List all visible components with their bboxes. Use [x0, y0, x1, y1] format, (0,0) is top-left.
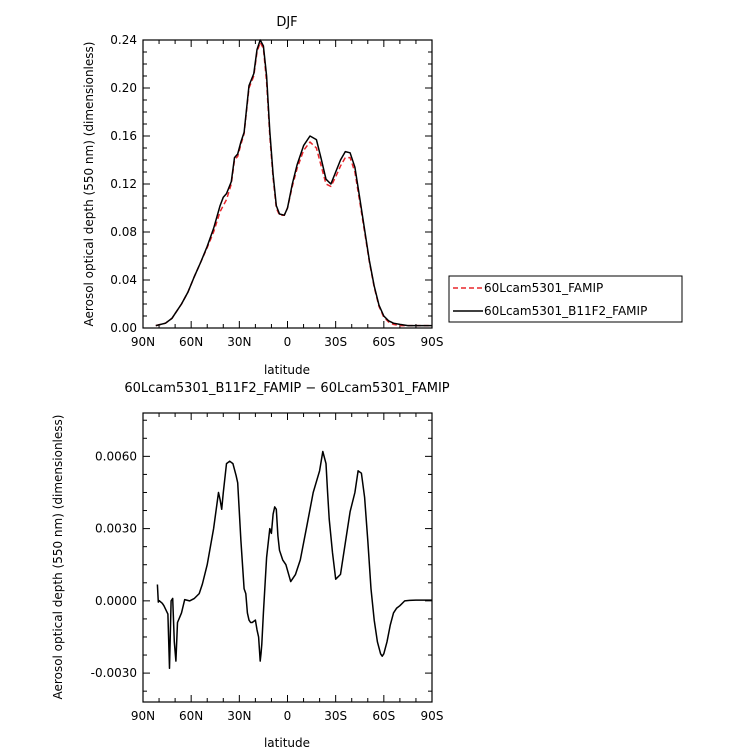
- x-tick-label: 30N: [227, 335, 251, 349]
- x-tick-label: 30S: [324, 335, 347, 349]
- x-tick-label: 30S: [324, 709, 347, 723]
- y-tick-label: 0.0060: [95, 449, 137, 463]
- y-tick-label: 0.04: [110, 273, 137, 287]
- x-tick-label: 90S: [421, 335, 444, 349]
- x-axis-label: latitude: [264, 736, 310, 750]
- x-tick-label: 0: [284, 709, 292, 723]
- x-tick-label: 60N: [179, 709, 203, 723]
- series-line-1: [156, 450, 432, 670]
- legend-label-b11f2: 60Lcam5301_B11F2_FAMIP: [484, 304, 647, 318]
- legend-label-famip: 60Lcam5301_FAMIP: [484, 281, 603, 295]
- panel-top: DJF latitude Aerosol optical depth (550 …: [82, 15, 443, 377]
- x-tick-label: 60S: [372, 709, 395, 723]
- x-tick-label: 30N: [227, 709, 251, 723]
- panel-bottom: 60Lcam5301_B11F2_FAMIP − 60Lcam5301_FAMI…: [51, 381, 450, 750]
- y-tick-label: 0.24: [110, 33, 137, 47]
- y-tick-label: 0.08: [110, 225, 137, 239]
- y-tick-label: 0.0000: [95, 594, 137, 608]
- x-axis-label: latitude: [264, 363, 310, 377]
- y-tick-label: 0.12: [110, 177, 137, 191]
- y-axis-label: Aerosol optical depth (550 nm) (dimensio…: [82, 42, 96, 327]
- y-axis-label: Aerosol optical depth (550 nm) (dimensio…: [51, 415, 65, 700]
- x-tick-label: 90N: [131, 709, 155, 723]
- legend: 60Lcam5301_FAMIP 60Lcam5301_B11F2_FAMIP: [448, 275, 683, 323]
- panel-title: DJF: [276, 15, 297, 30]
- panel-title: 60Lcam5301_B11F2_FAMIP − 60Lcam5301_FAMI…: [124, 381, 449, 396]
- x-tick-label: 90S: [421, 709, 444, 723]
- y-tick-label: 0.0030: [95, 522, 137, 536]
- x-tick-label: 60N: [179, 335, 203, 349]
- y-tick-label: -0.0030: [91, 666, 137, 680]
- series-line-2: [155, 39, 432, 327]
- x-tick-label: 0: [284, 335, 292, 349]
- legend-box: [448, 275, 683, 323]
- y-tick-label: 0.00: [110, 321, 137, 335]
- y-tick-label: 0.20: [110, 81, 137, 95]
- x-tick-label: 90N: [131, 335, 155, 349]
- y-tick-label: 0.16: [110, 129, 137, 143]
- x-tick-label: 60S: [372, 335, 395, 349]
